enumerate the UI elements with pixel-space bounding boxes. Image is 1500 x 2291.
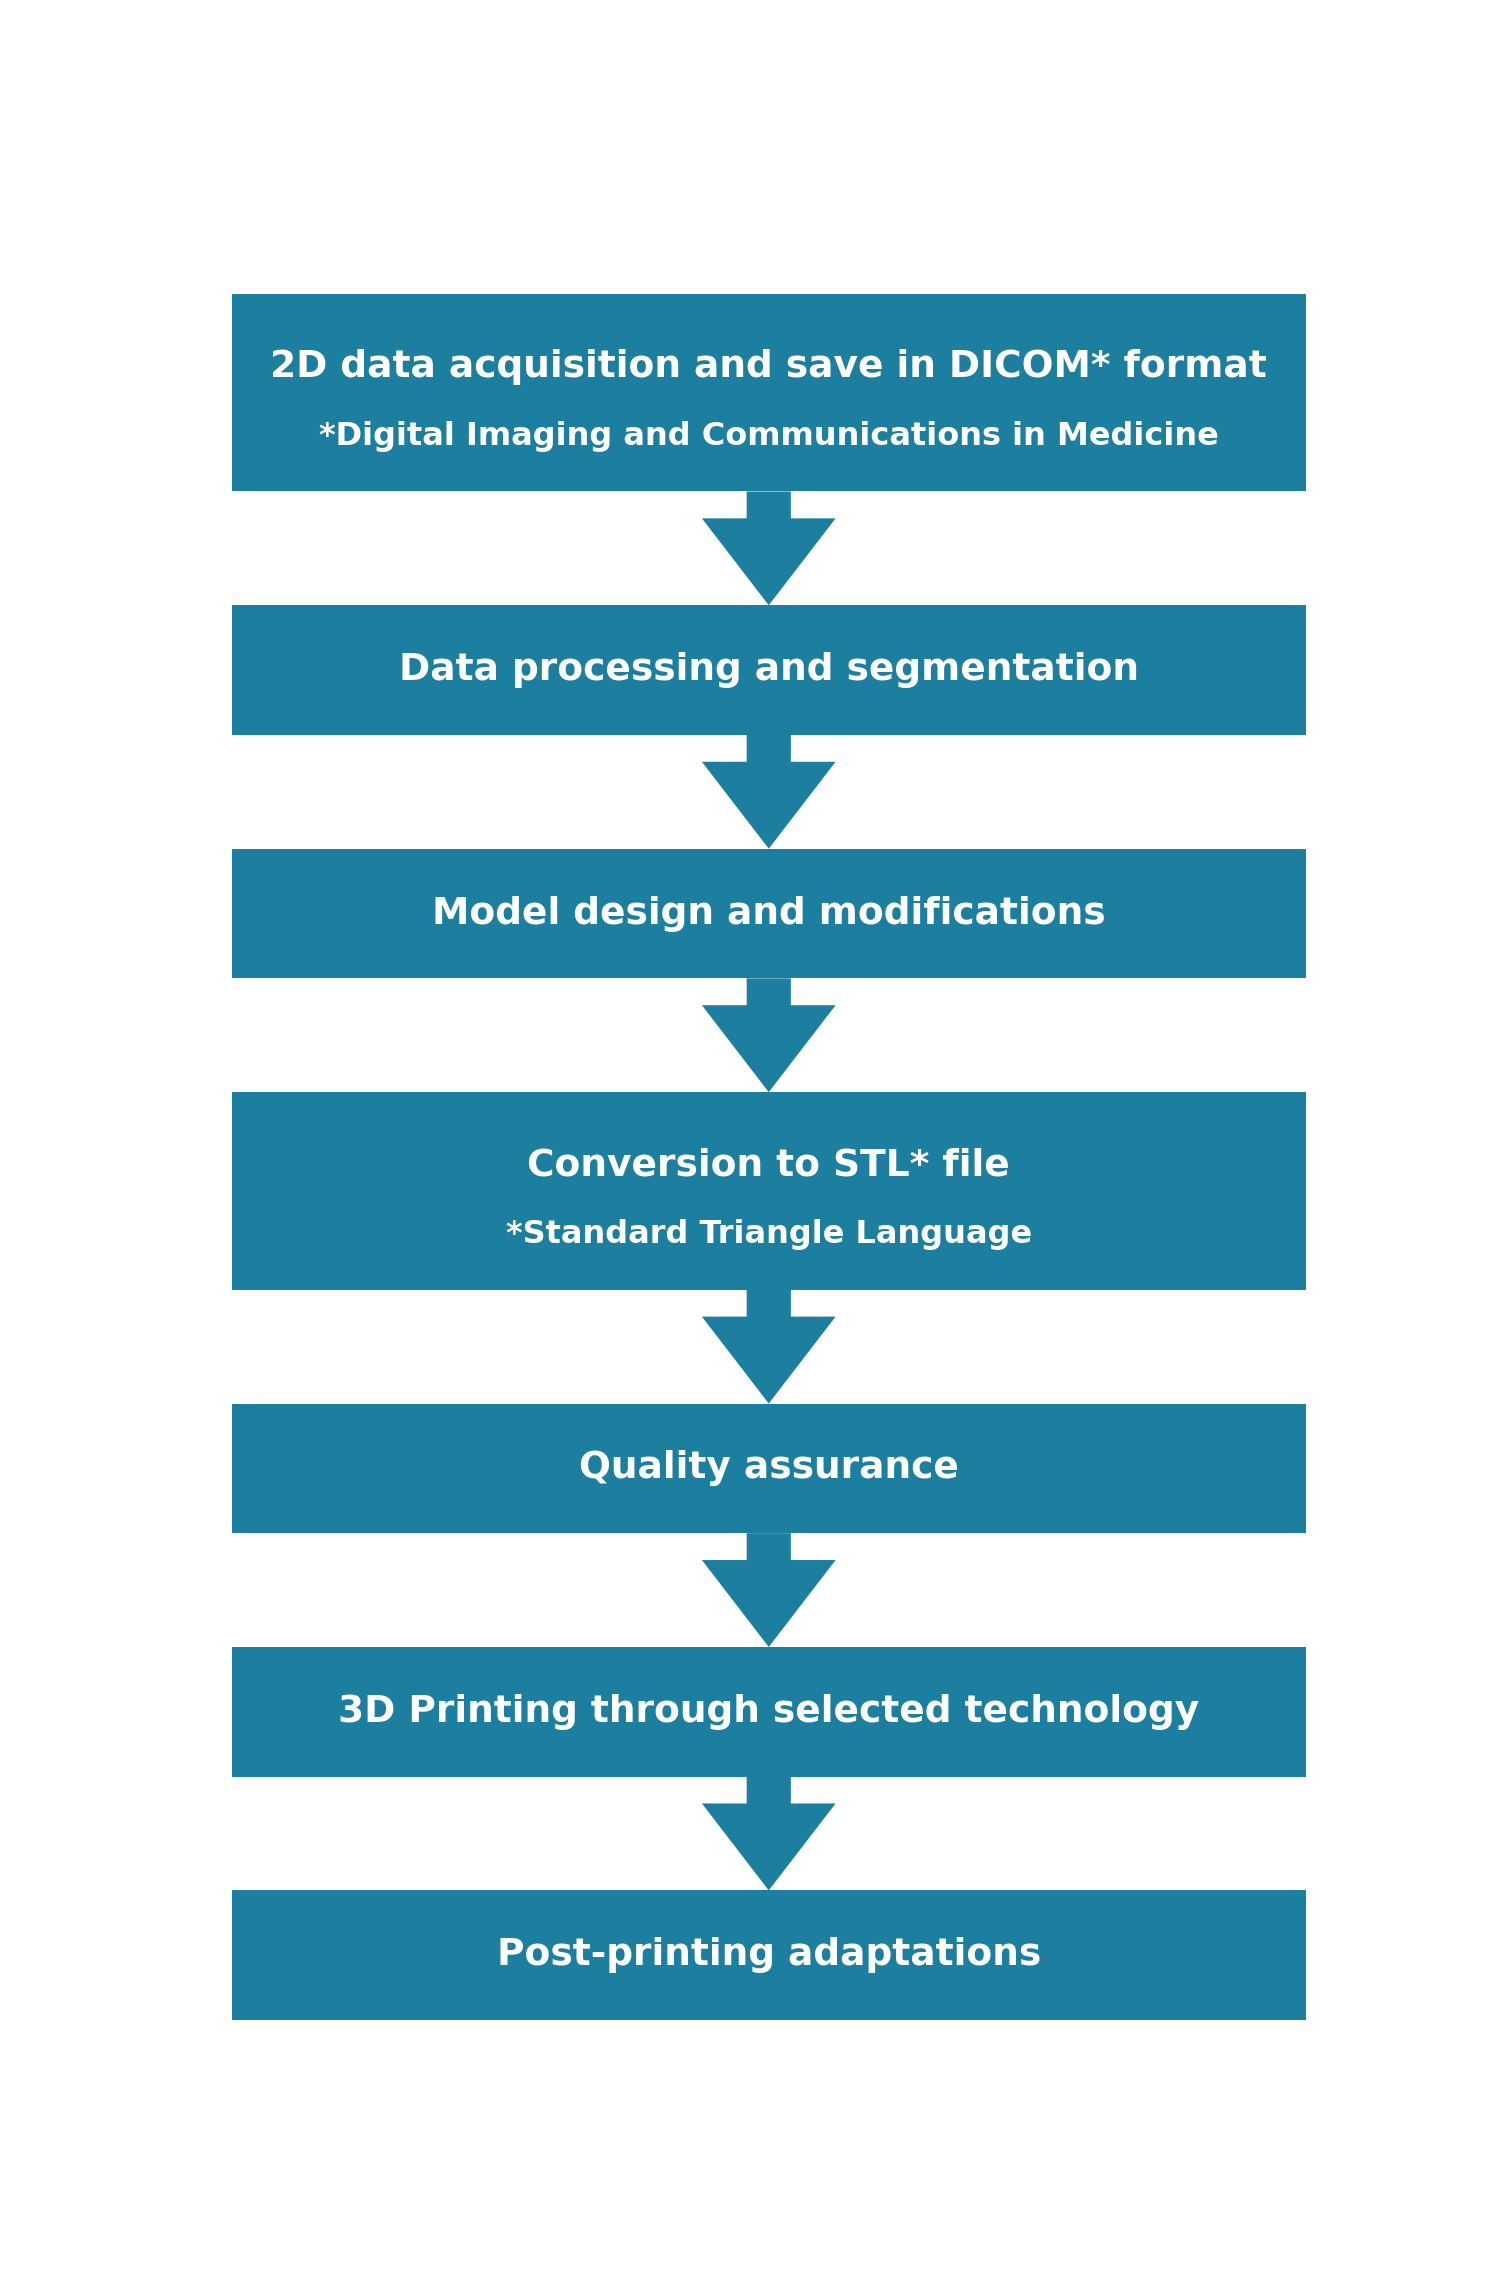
FancyBboxPatch shape: [231, 293, 1306, 493]
Polygon shape: [702, 1776, 836, 1890]
Text: *Digital Imaging and Communications in Medicine: *Digital Imaging and Communications in M…: [320, 422, 1218, 451]
FancyBboxPatch shape: [231, 1890, 1306, 2021]
FancyBboxPatch shape: [231, 848, 1306, 978]
Text: 2D data acquisition and save in DICOM* format: 2D data acquisition and save in DICOM* f…: [270, 348, 1268, 385]
Text: 3D Printing through selected technology: 3D Printing through selected technology: [338, 1693, 1200, 1730]
Text: Post-printing adaptations: Post-printing adaptations: [496, 1938, 1041, 1973]
FancyBboxPatch shape: [231, 1647, 1306, 1776]
Text: Conversion to STL* file: Conversion to STL* file: [528, 1148, 1010, 1182]
Text: Quality assurance: Quality assurance: [579, 1450, 958, 1487]
FancyBboxPatch shape: [231, 1093, 1306, 1290]
Text: *Standard Triangle Language: *Standard Triangle Language: [506, 1219, 1032, 1251]
Text: Data processing and segmentation: Data processing and segmentation: [399, 653, 1138, 687]
FancyBboxPatch shape: [231, 1404, 1306, 1533]
Polygon shape: [702, 1533, 836, 1647]
Polygon shape: [702, 978, 836, 1093]
FancyBboxPatch shape: [231, 605, 1306, 735]
Text: Model design and modifications: Model design and modifications: [432, 896, 1106, 932]
Polygon shape: [702, 735, 836, 848]
Polygon shape: [702, 493, 836, 605]
Polygon shape: [702, 1290, 836, 1404]
